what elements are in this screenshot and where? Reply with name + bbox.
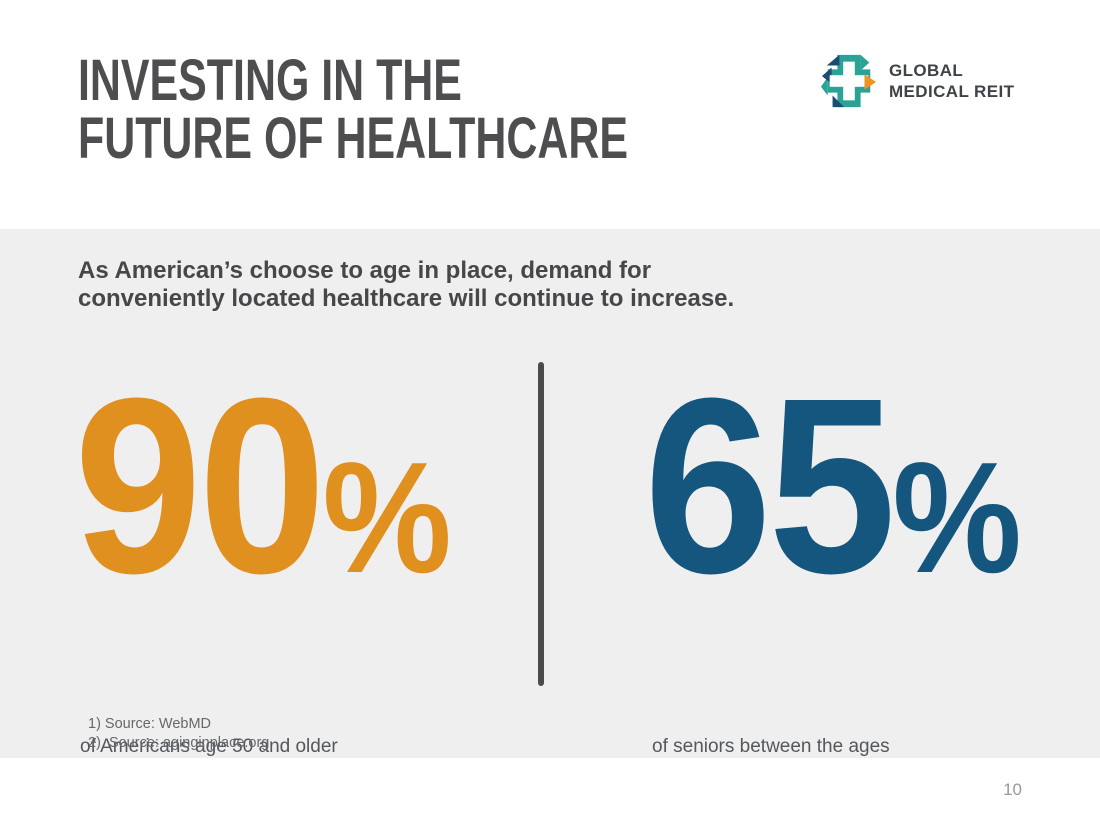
- percent-sign: %: [892, 430, 1022, 606]
- company-name-line2: MEDICAL REIT: [889, 82, 1015, 101]
- slide-footer: 10: [0, 758, 1100, 825]
- statistics-section: As American’s choose to age in place, de…: [0, 229, 1100, 804]
- section-subtitle-line2: conveniently located healthcare will con…: [78, 285, 735, 312]
- source-footnotes: 1) Source: WebMD 2) Source: aginginplace…: [88, 715, 269, 753]
- company-logo: GLOBAL MEDICAL REIT: [820, 52, 1014, 110]
- percent-sign: %: [322, 430, 452, 606]
- slide-header: INVESTING IN THE FUTURE OF HEALTHCARE: [0, 0, 1100, 229]
- stat-age-in-place: 90% of Americans age 50 and older want t…: [74, 361, 485, 781]
- stat-live-independently: 65% of seniors between the ages of 60 an…: [644, 361, 1055, 804]
- footnote-2: 2) Source: aginginplace.org: [88, 735, 270, 751]
- section-subtitle: As American’s choose to age in place, de…: [78, 257, 734, 313]
- page-title: INVESTING IN THE FUTURE OF HEALTHCARE: [78, 52, 628, 168]
- page-title-line2: FUTURE OF HEALTHCARE: [78, 106, 628, 171]
- stat-value-65-percent: 65%: [644, 361, 1022, 643]
- stat-digits: 65: [644, 346, 896, 625]
- company-name-line1: GLOBAL: [889, 61, 964, 80]
- company-name: GLOBAL MEDICAL REIT: [889, 60, 1014, 102]
- stat-value-90-percent: 90%: [74, 361, 452, 643]
- footnote-1: 1) Source: WebMD: [88, 716, 212, 732]
- page-number: 10: [1003, 780, 1022, 799]
- stat-caption-line1: of Americans age 50 and older: [80, 736, 338, 757]
- pinwheel-medical-cross-icon: [820, 54, 877, 108]
- stat-digits: 90: [74, 346, 326, 625]
- stat-caption-line1: of seniors between the ages: [652, 736, 890, 757]
- page-title-line1: INVESTING IN THE: [78, 48, 462, 113]
- section-subtitle-line1: As American’s choose to age in place, de…: [78, 257, 652, 284]
- vertical-divider: [538, 362, 544, 686]
